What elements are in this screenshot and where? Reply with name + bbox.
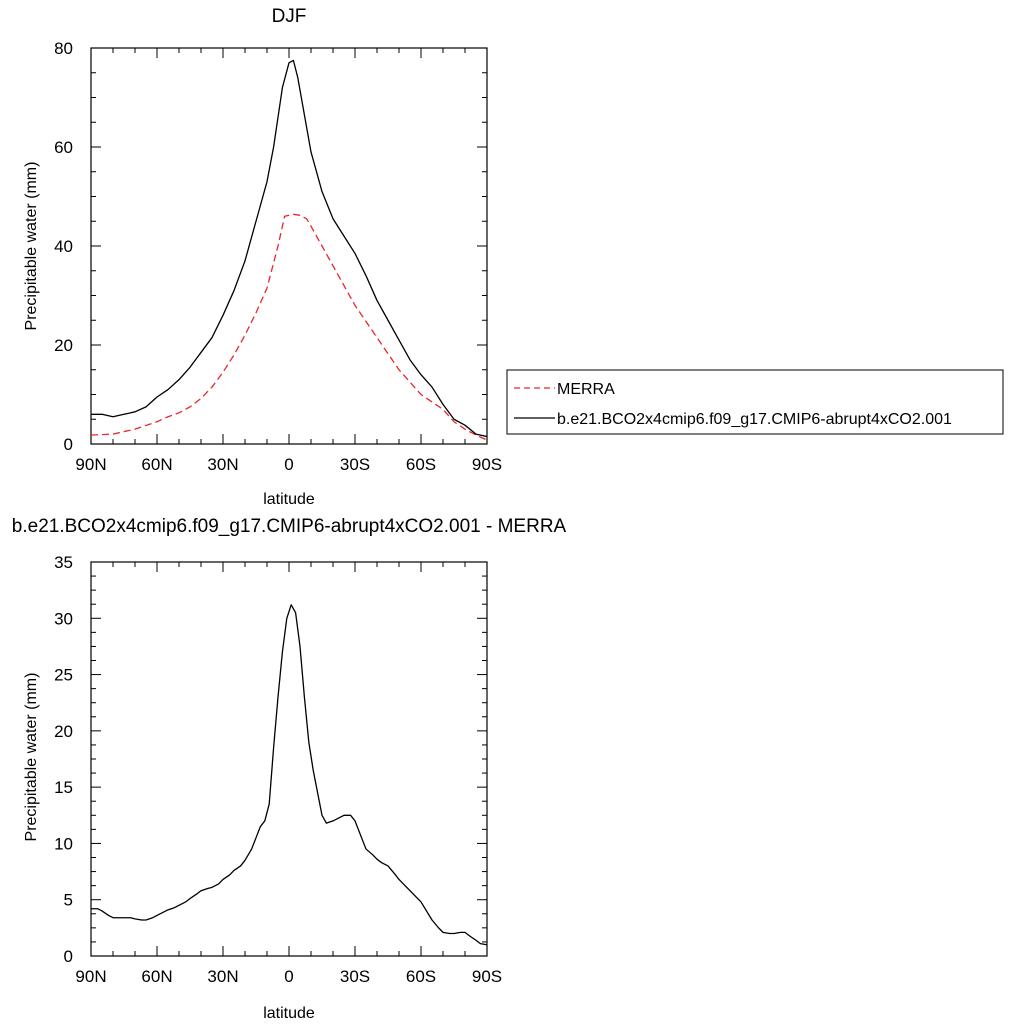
top-x-tick-label: 30S	[340, 455, 370, 474]
top-y-tick-label: 60	[54, 138, 73, 157]
bottom-panel-title: b.e21.BCO2x4cmip6.f09_g17.CMIP6-abrupt4x…	[12, 516, 567, 537]
top-x-tick-label: 60N	[141, 455, 172, 474]
top-x-tick-label: 60S	[406, 455, 436, 474]
bottom-panel: b.e21.BCO2x4cmip6.f09_g17.CMIP6-abrupt4x…	[12, 516, 567, 1022]
bottom-x-tick-label: 60S	[406, 967, 436, 986]
bottom-x-tick-label: 30N	[207, 967, 238, 986]
top-x-tick-label: 30N	[207, 455, 238, 474]
top-series-line-merra	[90, 213, 488, 441]
bottom-y-tick-label: 25	[54, 666, 73, 685]
bottom-series-line-difference	[91, 604, 488, 946]
top-y-tick-label: 40	[54, 237, 73, 256]
legend-entry-model: b.e21.BCO2x4cmip6.f09_g17.CMIP6-abrupt4x…	[557, 411, 952, 428]
bottom-y-tick-label: 20	[54, 722, 73, 741]
legend: MERRA b.e21.BCO2x4cmip6.f09_g17.CMIP6-ab…	[506, 369, 1004, 435]
bottom-y-tick-label: 30	[54, 609, 73, 628]
top-y-tick-label: 0	[64, 435, 73, 454]
top-y-tick-label: 80	[54, 39, 73, 58]
top-x-tick-label: 90N	[75, 455, 106, 474]
bottom-plot-area: 90N 60N 30N 0 30S 60S 90S 0 5 10 15 20 25 30 35	[54, 553, 502, 986]
bottom-x-tick-label: 30S	[340, 967, 370, 986]
top-panel-title: DJF	[272, 6, 307, 27]
bottom-x-tick-label: 90N	[75, 967, 106, 986]
top-plot-area: 90N 60N 30N 0 30S 60S 90S 0 20 40 60 80	[54, 39, 502, 474]
bottom-y-tick-label: 5	[64, 891, 73, 910]
legend-entry-merra: MERRA	[557, 381, 615, 398]
bottom-x-tick-label: 90S	[472, 967, 502, 986]
top-x-tick-label: 90S	[472, 455, 502, 474]
legend-box	[506, 369, 1004, 435]
bottom-y-tick-label: 35	[54, 553, 73, 572]
bottom-y-tick-label: 15	[54, 778, 73, 797]
bottom-y-tick-label: 10	[54, 834, 73, 853]
top-panel-y-axis-label: Precipitable water (mm)	[23, 162, 40, 331]
top-series-line-model	[91, 59, 488, 438]
top-y-tick-label: 20	[54, 336, 73, 355]
top-panel-x-axis-label: latitude	[263, 491, 315, 508]
top-x-tick-label: 0	[284, 455, 293, 474]
bottom-x-tick-label: 0	[284, 967, 293, 986]
bottom-y-tick-label: 0	[64, 947, 73, 966]
top-panel: DJF latitude Precipitable water (mm) 90N…	[23, 6, 1004, 508]
bottom-panel-x-axis-label: latitude	[263, 1005, 315, 1022]
bottom-x-tick-label: 60N	[141, 967, 172, 986]
bottom-panel-y-axis-label: Precipitable water (mm)	[23, 673, 40, 842]
